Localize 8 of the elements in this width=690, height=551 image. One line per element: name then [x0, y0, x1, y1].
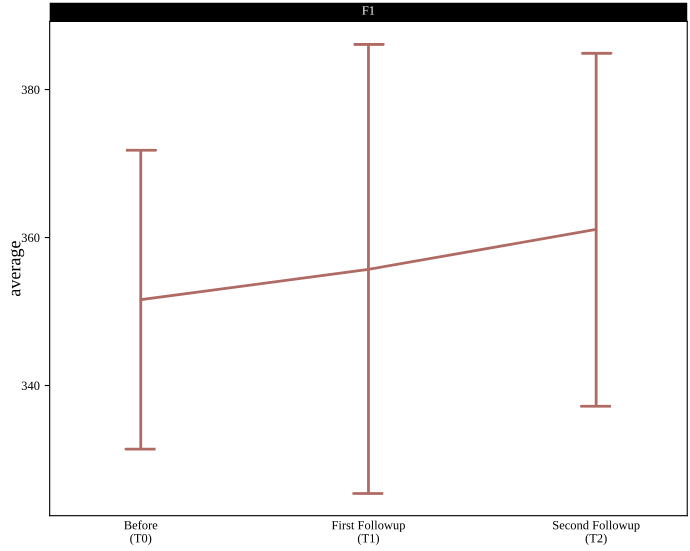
x-tick-label: Second Followup (T2) — [553, 520, 640, 546]
y-tick-label: 380 — [22, 86, 40, 94]
y-axis-title: average — [11, 241, 24, 296]
y-tick-label: 360 — [22, 234, 40, 242]
x-tick-label: First Followup (T1) — [332, 520, 405, 546]
y-tick-label: 340 — [22, 382, 40, 390]
x-tick-label: Before (T0) — [124, 520, 158, 546]
chart-title: F1 — [362, 6, 374, 15]
